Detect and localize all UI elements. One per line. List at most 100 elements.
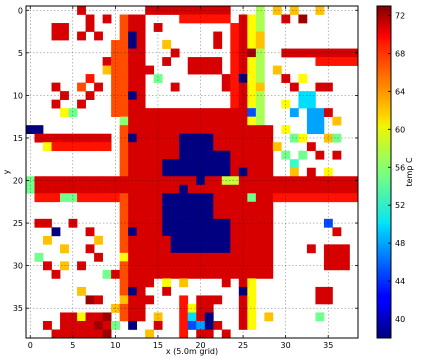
colorbar-tick-label: 44 xyxy=(395,277,405,286)
heatmap-cell xyxy=(119,125,129,135)
heatmap-cell xyxy=(196,235,206,245)
heatmap-cell xyxy=(179,210,189,220)
heatmap-cell xyxy=(272,176,282,186)
heatmap-cell xyxy=(204,252,214,262)
heatmap-cell xyxy=(230,167,240,177)
heatmap-cell xyxy=(230,57,240,66)
heatmap-cell xyxy=(204,14,214,24)
y-tick-label: 25 xyxy=(13,219,23,228)
heatmap-cell xyxy=(179,14,189,24)
heatmap-cell xyxy=(170,82,180,92)
heatmap-cell xyxy=(187,14,197,24)
heatmap-cell xyxy=(187,303,197,313)
heatmap-cell xyxy=(128,184,138,194)
heatmap-cell xyxy=(136,303,146,313)
heatmap-cell xyxy=(230,261,240,271)
heatmap-cell xyxy=(102,184,112,194)
heatmap-cell xyxy=(204,116,214,126)
heatmap-cell xyxy=(187,235,197,245)
heatmap-cell xyxy=(221,210,231,220)
heatmap-cell xyxy=(102,14,112,24)
heatmap-cell xyxy=(68,312,78,322)
x-tick-label: 15 xyxy=(153,341,163,350)
heatmap-cell xyxy=(162,150,172,160)
heatmap-cell xyxy=(136,133,146,143)
heatmap-cell xyxy=(128,269,138,279)
heatmap-cell xyxy=(230,252,240,262)
heatmap-cell xyxy=(247,286,257,296)
heatmap-cell xyxy=(289,159,299,169)
heatmap-cell xyxy=(94,184,103,194)
heatmap-cell xyxy=(213,57,223,66)
heatmap-cell xyxy=(170,159,180,169)
heatmap-cell xyxy=(255,142,265,152)
heatmap-cell xyxy=(119,167,129,177)
heatmap-cell xyxy=(255,40,265,49)
heatmap-cell xyxy=(255,167,265,177)
heatmap-cell xyxy=(196,295,206,305)
heatmap-cell xyxy=(162,286,172,296)
plot-frame xyxy=(25,5,359,339)
heatmap-cell xyxy=(187,269,197,279)
heatmap-cell xyxy=(128,159,138,169)
heatmap-cell xyxy=(162,278,172,288)
heatmap-cell xyxy=(298,99,308,109)
heatmap-cell xyxy=(77,176,86,186)
heatmap-cell xyxy=(196,269,206,279)
heatmap-cell xyxy=(230,40,240,49)
heatmap-cell xyxy=(119,65,129,75)
heatmap-cell xyxy=(306,91,316,100)
heatmap-cell xyxy=(323,252,333,262)
heatmap-cell xyxy=(145,116,155,126)
x-tick-label: 20 xyxy=(195,341,205,350)
heatmap-cell xyxy=(111,40,120,49)
heatmap-cell xyxy=(128,23,138,32)
heatmap-cell xyxy=(187,6,197,15)
heatmap-cell xyxy=(187,252,197,262)
heatmap-cell xyxy=(162,193,172,203)
heatmap-cell xyxy=(247,176,257,186)
heatmap-cell xyxy=(60,142,69,152)
heatmap-cell xyxy=(68,108,78,118)
heatmap-cell xyxy=(153,150,163,160)
heatmap-cell xyxy=(128,48,138,58)
heatmap-cell xyxy=(187,142,197,152)
heatmap-cell xyxy=(315,184,325,194)
heatmap-cell xyxy=(213,14,223,24)
heatmap-cell xyxy=(247,252,257,262)
heatmap-cell xyxy=(34,218,44,228)
heatmap-cell xyxy=(128,286,138,296)
heatmap-cell xyxy=(136,235,146,245)
heatmap-cell xyxy=(238,116,248,126)
heatmap-cell xyxy=(264,244,274,254)
heatmap-cell xyxy=(255,159,265,169)
heatmap-cell xyxy=(136,74,146,83)
heatmap-cell xyxy=(187,65,197,75)
heatmap-cell xyxy=(102,142,112,152)
heatmap-cell xyxy=(221,142,231,152)
heatmap-cell xyxy=(187,184,197,194)
heatmap-cell xyxy=(247,23,257,32)
heatmap-cell xyxy=(230,125,240,135)
heatmap-cell xyxy=(306,244,316,254)
heatmap-cell xyxy=(136,278,146,288)
heatmap-cell xyxy=(119,108,129,118)
heatmap-cell xyxy=(179,235,189,245)
heatmap-cell xyxy=(221,184,231,194)
heatmap-cell xyxy=(170,133,180,143)
heatmap-cell xyxy=(85,193,95,203)
heatmap-cell xyxy=(306,142,316,152)
heatmap-cell xyxy=(255,14,265,24)
heatmap-cell xyxy=(238,227,248,237)
heatmap-cell xyxy=(153,193,163,203)
heatmap-cell xyxy=(77,142,86,152)
heatmap-cell xyxy=(153,108,163,118)
heatmap-cell xyxy=(272,65,282,75)
heatmap-cell xyxy=(187,244,197,254)
heatmap-cell xyxy=(238,108,248,118)
heatmap-cell xyxy=(85,184,95,194)
heatmap-cell xyxy=(51,227,61,237)
heatmap-cell xyxy=(332,176,342,186)
heatmap-cell xyxy=(85,142,95,152)
heatmap-cell xyxy=(162,40,172,49)
